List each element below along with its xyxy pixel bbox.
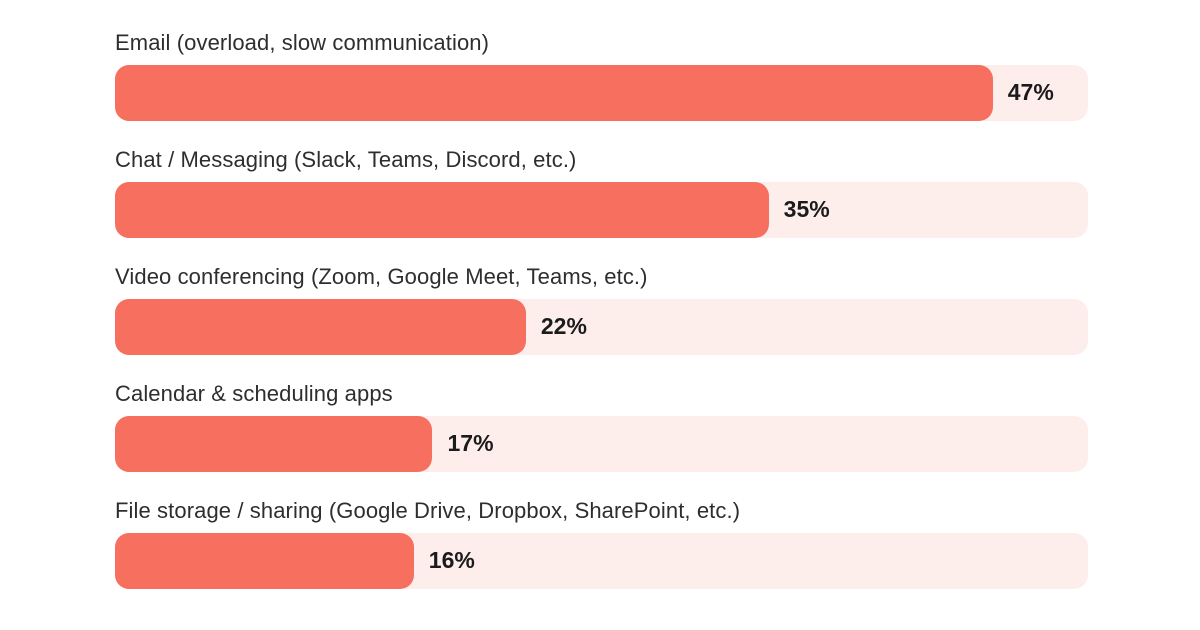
category-label: Email (overload, slow communication) xyxy=(115,30,490,55)
value-label: 47% xyxy=(1007,78,1054,105)
value-label: 16% xyxy=(428,546,475,573)
value-label: 35% xyxy=(783,195,830,222)
category-label: Calendar & scheduling apps xyxy=(115,381,393,406)
category-label: File storage / sharing (Google Drive, Dr… xyxy=(115,498,741,523)
bar-track: 22% xyxy=(115,299,1088,355)
bar-fill xyxy=(115,533,414,589)
bar-track: 16% xyxy=(115,533,1088,589)
bar-row: File storage / sharing (Google Drive, Dr… xyxy=(115,498,1088,589)
bar-row: Video conferencing (Zoom, Google Meet, T… xyxy=(115,264,1088,355)
bar-row: Chat / Messaging (Slack, Teams, Discord,… xyxy=(115,147,1088,238)
bar-track: 17% xyxy=(115,416,1088,472)
bar-fill xyxy=(115,182,769,238)
bar-row: Calendar & scheduling apps 17% xyxy=(115,381,1088,472)
value-label: 17% xyxy=(447,429,494,456)
bar-track: 47% xyxy=(115,65,1088,121)
category-label: Chat / Messaging (Slack, Teams, Discord,… xyxy=(115,147,577,172)
bar-fill xyxy=(115,65,993,121)
value-label: 22% xyxy=(540,312,587,339)
bar-track: 35% xyxy=(115,182,1088,238)
bar-fill xyxy=(115,299,526,355)
category-label: Video conferencing (Zoom, Google Meet, T… xyxy=(115,264,648,289)
bar-row: Email (overload, slow communication) 47% xyxy=(115,30,1088,121)
bar-fill xyxy=(115,416,433,472)
